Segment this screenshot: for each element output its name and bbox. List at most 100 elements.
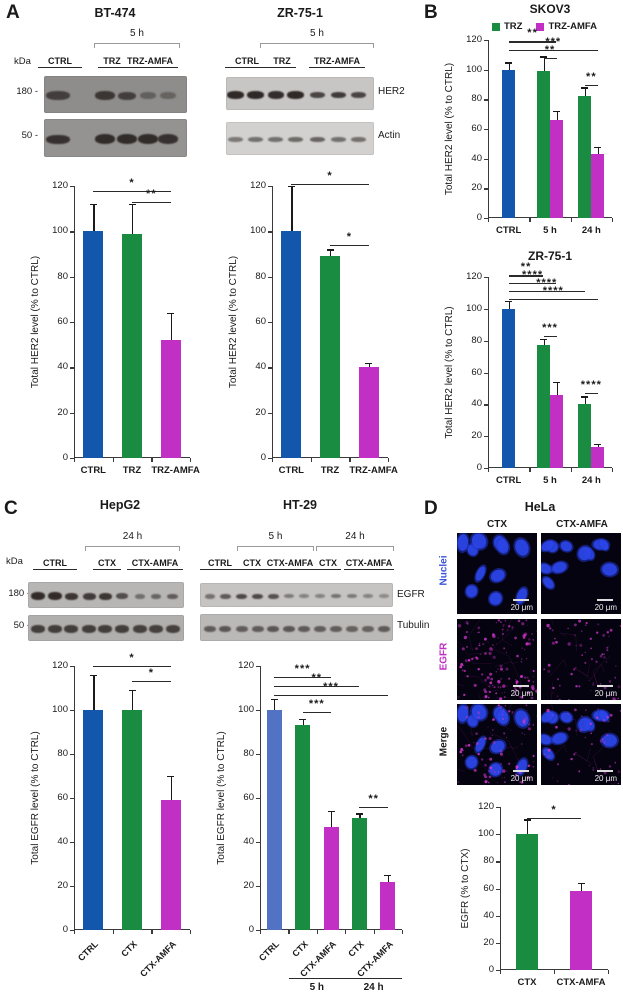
- x-tick-mark: [570, 468, 572, 472]
- bar: [578, 96, 592, 218]
- y-tick-mark: [70, 710, 74, 712]
- y-tick-mark: [70, 842, 74, 844]
- protein-band: [351, 137, 367, 142]
- protein-band: [267, 90, 284, 99]
- protein-band: [137, 134, 158, 144]
- scale-label: 20 μm: [510, 689, 533, 698]
- protein-band: [313, 625, 326, 632]
- microscopy-image-nuclei-ctx: 20 μm: [457, 533, 537, 614]
- significance-line: [527, 817, 581, 819]
- protein-band: [252, 593, 264, 599]
- y-tick-label: 120: [52, 180, 68, 191]
- x-tick-mark: [554, 970, 556, 974]
- protein-band: [45, 134, 70, 144]
- y-tick-label: 120: [250, 180, 266, 191]
- error-bar-cap: [128, 690, 136, 692]
- bar: [281, 231, 302, 458]
- protein-band: [117, 91, 136, 100]
- x-axis-label: CTRL: [496, 475, 522, 486]
- y-tick-mark: [496, 888, 500, 890]
- western-blot-strip-actin: [226, 122, 374, 155]
- y-tick-label: 100: [250, 225, 266, 237]
- legend-item: TRZ: [492, 21, 522, 32]
- y-tick-mark: [484, 188, 488, 190]
- x-tick-mark: [74, 930, 76, 934]
- significance-line: [584, 393, 598, 395]
- bar: [295, 725, 311, 930]
- protein-band: [134, 593, 145, 599]
- lane-label: CTX: [93, 558, 121, 570]
- protein-band: [47, 592, 62, 600]
- chart-legend: TRZ TRZ-AMFA: [492, 21, 597, 32]
- y-tick-mark: [496, 942, 500, 945]
- y-tick-mark: [70, 367, 74, 369]
- mw-marker: 50 -: [13, 620, 30, 631]
- protein-band: [31, 625, 46, 633]
- significance-line: [274, 677, 331, 679]
- y-tick-label: 40: [255, 361, 266, 373]
- significance-line: [291, 183, 369, 185]
- blot-title-hepg2: HepG2: [99, 498, 141, 512]
- y-tick-label: 0: [476, 212, 482, 223]
- y-tick-label: 40: [57, 836, 68, 847]
- y-tick-label: 20: [471, 182, 482, 194]
- error-bar-cap: [287, 186, 295, 188]
- lane-label: CTX-AMFA: [127, 558, 183, 570]
- y-tick-mark: [496, 807, 500, 809]
- y-tick-mark: [70, 412, 74, 414]
- error-bar-stem: [359, 813, 361, 818]
- protein-label: EGFR: [397, 589, 425, 600]
- protein-band: [330, 625, 343, 632]
- x-axis-label: TRZ-AMFA: [349, 465, 398, 476]
- lane-label: CTRL: [200, 558, 240, 570]
- y-tick-label: 60: [471, 366, 482, 378]
- protein-band: [95, 91, 116, 100]
- y-tick-label: 100: [478, 828, 494, 840]
- legend-swatch: [492, 22, 500, 31]
- protein-band: [95, 134, 116, 144]
- y-tick-mark: [70, 930, 74, 932]
- significance-stars: ***: [542, 321, 558, 334]
- x-tick-mark: [402, 930, 404, 934]
- y-tick-label: 40: [243, 836, 254, 847]
- significance-stars: *: [129, 652, 135, 664]
- protein-band: [314, 594, 325, 598]
- western-blot-strip-egfr: [28, 582, 184, 608]
- x-tick-mark: [608, 970, 610, 974]
- significance-line: [508, 50, 598, 52]
- x-tick-mark: [288, 930, 290, 934]
- legend-item: TRZ-AMFA: [536, 21, 597, 32]
- y-tick-label: 120: [478, 801, 494, 812]
- x-tick-mark: [74, 458, 76, 462]
- protein-band: [203, 625, 216, 632]
- y-tick-mark: [484, 468, 488, 470]
- error-bar-stem: [543, 339, 545, 346]
- lane-label: TRZ: [98, 56, 126, 68]
- x-tick-mark: [570, 218, 572, 222]
- error-bar-stem: [302, 718, 304, 726]
- y-tick-mark: [70, 231, 74, 233]
- protein-band: [246, 90, 264, 99]
- bar-chart-bt474: 0 20 40 60 80 100 120 Total HER2 level (% to CT…: [24, 170, 200, 488]
- scale-label: 20 μm: [510, 603, 533, 612]
- y-tick-mark: [484, 436, 488, 438]
- microscopy-image-merge-ctx-amfa: 20 μm: [541, 704, 621, 785]
- scale-label: 20 μm: [594, 774, 617, 783]
- x-tick-mark: [260, 930, 262, 934]
- time-bracket: [237, 546, 314, 551]
- x-tick-mark: [529, 218, 531, 222]
- x-tick-mark: [151, 458, 153, 462]
- lane-label: CTX: [239, 558, 265, 570]
- row-label-egfr: EGFR: [438, 642, 450, 671]
- microscopy-render: [457, 619, 537, 700]
- y-tick-mark: [496, 861, 500, 863]
- error-bar-cap: [505, 62, 513, 64]
- bar: [578, 404, 592, 468]
- y-tick-label: 0: [260, 452, 266, 463]
- protein-band: [298, 625, 311, 632]
- y-tick-mark: [70, 798, 74, 800]
- significance-stars: **: [146, 187, 157, 200]
- x-tick-mark: [488, 218, 490, 222]
- significance-stars: **: [520, 261, 532, 274]
